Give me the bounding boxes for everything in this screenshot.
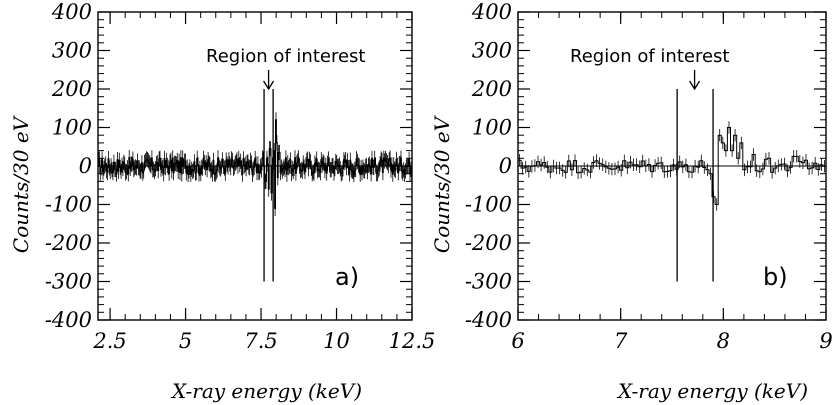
y-axis-title-a: Counts/30 eV	[9, 114, 33, 253]
x-tick-label: 8	[717, 329, 730, 353]
x-tick-label: 6	[511, 329, 524, 353]
x-tick-label: 7.5	[244, 329, 277, 353]
x-tick-label: 10	[323, 329, 350, 353]
y-tick-label: 0	[499, 154, 512, 178]
arrow-head-icon	[689, 80, 701, 91]
x-tick-label: 7	[614, 329, 628, 353]
y-tick-label: 200	[51, 77, 92, 101]
annotation-a: Region of interest	[206, 46, 365, 67]
panel-label-b: b)	[763, 263, 788, 291]
x-tick-label: 2.5	[92, 329, 126, 353]
x-tick-label: 5	[179, 329, 192, 353]
x-tick-label: 12.5	[389, 329, 436, 353]
x-tick-label: 9	[819, 329, 832, 353]
panel-b: b) Region of interest X-ray energy (keV)…	[430, 0, 833, 403]
y-tick-label: 200	[471, 77, 512, 101]
y-tick-label: -400	[45, 308, 92, 332]
y-tick-label: 100	[472, 116, 512, 140]
y-tick-label: 300	[52, 39, 92, 63]
y-tick-label: 100	[52, 116, 92, 140]
histogram-series	[518, 127, 826, 205]
y-tick-label: -400	[465, 308, 512, 332]
panel-label-a: a)	[335, 263, 359, 291]
annotation-b: Region of interest	[570, 46, 729, 67]
y-tick-label: -100	[45, 193, 92, 217]
x-axis-title-a: X-ray energy (keV)	[170, 379, 362, 403]
x-axis-title-b: X-ray energy (keV)	[616, 379, 808, 403]
y-tick-label: -100	[465, 193, 512, 217]
y-tick-label: -200	[45, 231, 92, 255]
y-tick-label: -200	[465, 231, 512, 255]
y-tick-label: -300	[465, 270, 512, 294]
y-tick-label: 0	[79, 154, 92, 178]
y-tick-label: 400	[51, 0, 92, 24]
y-tick-label: -300	[45, 270, 92, 294]
y-tick-label: 400	[471, 0, 512, 24]
histogram-series	[98, 119, 412, 209]
y-tick-label: 300	[472, 39, 512, 63]
y-axis-title-b: Counts/30 eV	[430, 114, 454, 253]
arrow-head-icon	[263, 80, 275, 91]
panel-a: a) Region of interest X-ray energy (keV)…	[9, 0, 435, 403]
